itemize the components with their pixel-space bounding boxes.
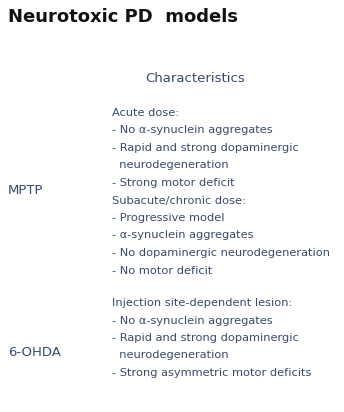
Text: MPTP: MPTP bbox=[8, 183, 43, 197]
Text: Neurotoxic PD  models: Neurotoxic PD models bbox=[8, 8, 238, 26]
Text: - No dopaminergic neurodegeneration: - No dopaminergic neurodegeneration bbox=[112, 248, 330, 258]
Text: - Progressive model: - Progressive model bbox=[112, 213, 225, 223]
Text: Subacute/chronic dose:: Subacute/chronic dose: bbox=[112, 196, 246, 206]
Text: - Strong asymmetric motor deficits: - Strong asymmetric motor deficits bbox=[112, 368, 311, 378]
Text: - No α-synuclein aggregates: - No α-synuclein aggregates bbox=[112, 126, 273, 136]
Text: - No α-synuclein aggregates: - No α-synuclein aggregates bbox=[112, 316, 273, 325]
Text: Injection site-dependent lesion:: Injection site-dependent lesion: bbox=[112, 298, 292, 308]
Text: neurodegeneration: neurodegeneration bbox=[112, 351, 229, 360]
Text: 6-OHDA: 6-OHDA bbox=[8, 346, 61, 358]
Text: - Strong motor deficit: - Strong motor deficit bbox=[112, 178, 235, 188]
Text: - Rapid and strong dopaminergic: - Rapid and strong dopaminergic bbox=[112, 143, 299, 153]
Text: - Rapid and strong dopaminergic: - Rapid and strong dopaminergic bbox=[112, 333, 299, 343]
Text: Acute dose:: Acute dose: bbox=[112, 108, 179, 118]
Text: neurodegeneration: neurodegeneration bbox=[112, 161, 229, 171]
Text: - α-synuclein aggregates: - α-synuclein aggregates bbox=[112, 230, 254, 241]
Text: Characteristics: Characteristics bbox=[145, 72, 245, 85]
Text: - No motor deficit: - No motor deficit bbox=[112, 265, 212, 276]
